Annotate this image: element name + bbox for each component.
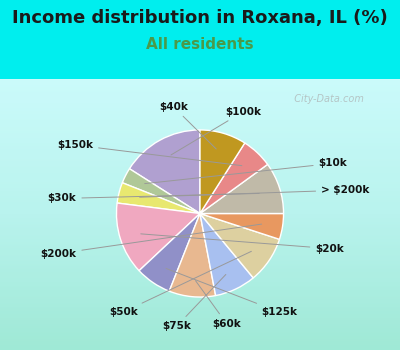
Text: City-Data.com: City-Data.com (288, 94, 364, 105)
Wedge shape (200, 164, 284, 214)
Text: $50k: $50k (109, 251, 251, 317)
Wedge shape (169, 214, 216, 297)
Wedge shape (200, 214, 284, 239)
Wedge shape (200, 214, 253, 295)
Text: $200k: $200k (40, 224, 262, 259)
Text: Income distribution in Roxana, IL (%): Income distribution in Roxana, IL (%) (12, 9, 388, 27)
Text: $30k: $30k (48, 194, 259, 203)
Text: $40k: $40k (159, 102, 216, 149)
Wedge shape (200, 143, 268, 214)
Text: $60k: $60k (196, 281, 241, 329)
Text: All residents: All residents (146, 37, 254, 52)
Text: $75k: $75k (162, 274, 226, 331)
Wedge shape (200, 130, 245, 214)
Text: > $200k: > $200k (140, 185, 370, 197)
Wedge shape (130, 130, 200, 214)
Text: $10k: $10k (145, 158, 347, 184)
Wedge shape (122, 169, 200, 214)
Text: $20k: $20k (141, 234, 344, 254)
Text: $125k: $125k (166, 268, 297, 317)
Text: $100k: $100k (171, 106, 262, 155)
Text: $150k: $150k (57, 140, 242, 166)
Wedge shape (116, 203, 200, 271)
Wedge shape (117, 183, 200, 214)
Wedge shape (139, 214, 200, 291)
Wedge shape (200, 214, 280, 278)
